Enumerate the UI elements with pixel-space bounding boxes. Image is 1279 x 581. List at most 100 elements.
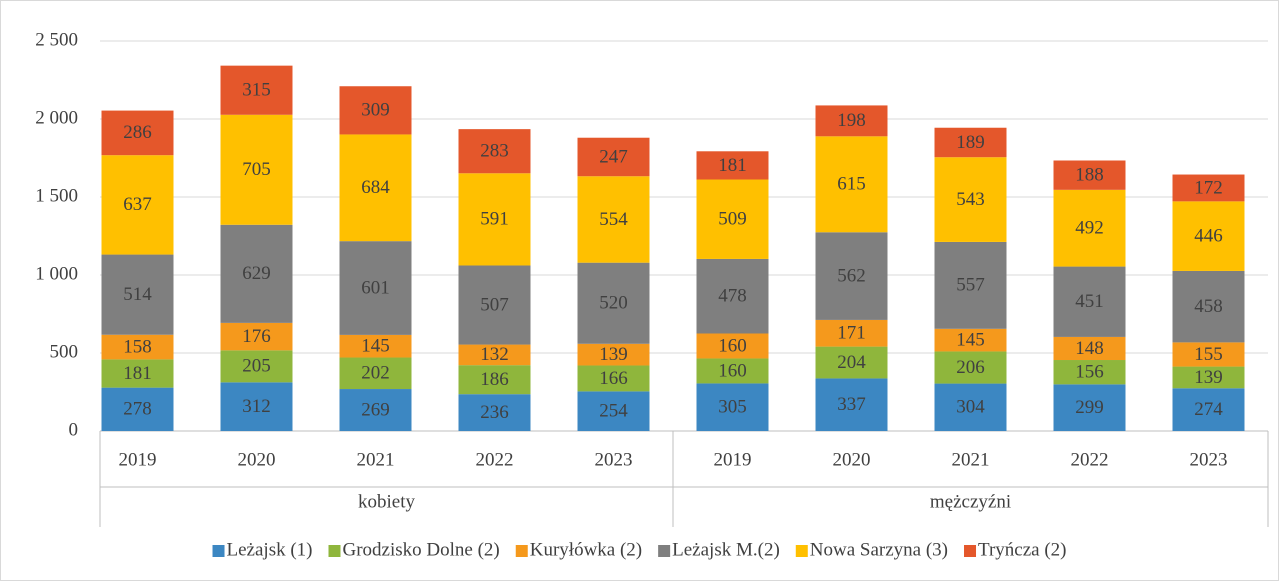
bar-segment: [220, 65, 293, 115]
bar-segment: [696, 358, 769, 384]
data-label: 283: [480, 141, 509, 162]
data-label: 312: [242, 396, 271, 417]
data-label: 145: [361, 336, 390, 357]
bar-segment: [577, 176, 650, 263]
bar-segment: [1172, 201, 1245, 271]
bar-segment: [1172, 342, 1245, 367]
bar-segment: [101, 110, 174, 156]
x-tick-label: 2021: [952, 449, 990, 470]
data-label: 557: [956, 275, 985, 296]
legend-label: Kuryłówka (2): [530, 539, 642, 560]
data-label: 337: [837, 394, 866, 415]
bar-segment: [577, 365, 650, 392]
group-label: mężczyźni: [930, 491, 1011, 512]
data-label: 189: [956, 132, 985, 153]
legend: Leżajsk (1) Grodzisko Dolne (2) Kuryłówka …: [212, 539, 1066, 560]
x-tick-label: 2022: [476, 449, 514, 470]
bar-segment: [934, 328, 1007, 352]
legend-swatch: [658, 545, 671, 557]
data-label: 160: [718, 360, 747, 381]
bar-segment: [696, 333, 769, 359]
data-label: 145: [956, 329, 985, 350]
data-label: 148: [1075, 338, 1104, 359]
data-label: 186: [480, 369, 509, 390]
legend-swatch: [212, 545, 225, 557]
bar-segment: [577, 262, 650, 344]
bar-segment: [339, 241, 412, 335]
data-label: 269: [361, 399, 390, 420]
legend-swatch: [328, 545, 341, 557]
bar-segment: [220, 114, 293, 225]
bar-segment: [458, 265, 531, 345]
bar-segment: [339, 134, 412, 242]
bar-segment: [815, 378, 888, 431]
data-label: 509: [718, 209, 747, 230]
legend-swatch: [515, 545, 528, 557]
bar-segment: [1053, 160, 1126, 190]
data-label: 705: [242, 159, 271, 180]
bar-segment: [696, 179, 769, 259]
data-label: 172: [1194, 177, 1223, 198]
bar-segment: [339, 334, 412, 358]
x-tick-label: 2023: [1190, 449, 1228, 470]
bar-segment: [577, 137, 650, 177]
data-label: 188: [1075, 165, 1104, 186]
data-label: 554: [599, 209, 628, 230]
data-label: 132: [480, 344, 509, 365]
data-label: 543: [956, 189, 985, 210]
legend-swatch: [795, 545, 808, 557]
data-label: 181: [123, 363, 152, 384]
bar-segment: [220, 322, 293, 351]
data-label: 629: [242, 263, 271, 284]
data-label: 176: [242, 326, 271, 347]
y-tick-label: 2 500: [35, 29, 78, 50]
bar-segment: [1053, 384, 1126, 431]
data-label: 286: [123, 122, 152, 143]
bar-segment: [220, 382, 293, 431]
bar-segment: [458, 344, 531, 366]
bar-segment: [220, 224, 293, 323]
data-label: 202: [361, 363, 390, 384]
x-tick-label: 2020: [238, 449, 276, 470]
data-label: 139: [1194, 367, 1223, 388]
data-label: 451: [1075, 291, 1104, 312]
x-tick-label: 2020: [833, 449, 871, 470]
data-label: 591: [480, 209, 509, 230]
bar-segment: [815, 319, 888, 347]
data-label: 304: [956, 397, 985, 418]
data-label: 254: [599, 401, 628, 422]
data-label: 315: [242, 80, 271, 101]
data-label: 160: [718, 335, 747, 356]
bar-segment: [101, 359, 174, 388]
data-label: 601: [361, 277, 390, 298]
group-label: kobiety: [358, 491, 415, 512]
data-label: 139: [599, 344, 628, 365]
data-label: 520: [599, 293, 628, 314]
data-label: 247: [599, 146, 628, 167]
y-tick-label: 1 500: [35, 185, 78, 206]
data-label: 205: [242, 356, 271, 377]
x-tick-label: 2022: [1071, 449, 1109, 470]
data-label: 155: [1194, 344, 1223, 365]
data-label: 458: [1194, 296, 1223, 317]
bar-segment: [458, 394, 531, 431]
bar-segment: [101, 387, 174, 431]
legend-label: Leżajsk (1): [227, 539, 313, 560]
y-tick-label: 500: [50, 341, 79, 362]
x-tick-label: 2023: [595, 449, 633, 470]
bar-segment: [934, 127, 1007, 158]
data-label: 156: [1075, 362, 1104, 383]
bar-segment: [1172, 270, 1245, 343]
bar-segment: [577, 343, 650, 366]
data-label: 305: [718, 397, 747, 418]
data-label: 278: [123, 399, 152, 420]
data-label: 478: [718, 286, 747, 307]
bar-segment: [1053, 266, 1126, 337]
y-tick-label: 2 000: [35, 107, 78, 128]
bar-segment: [1053, 360, 1126, 385]
bar-segment: [458, 173, 531, 266]
data-label: 274: [1194, 399, 1223, 420]
bar-segment: [101, 254, 174, 335]
bar-segment: [1172, 366, 1245, 389]
data-label: 198: [837, 110, 866, 131]
